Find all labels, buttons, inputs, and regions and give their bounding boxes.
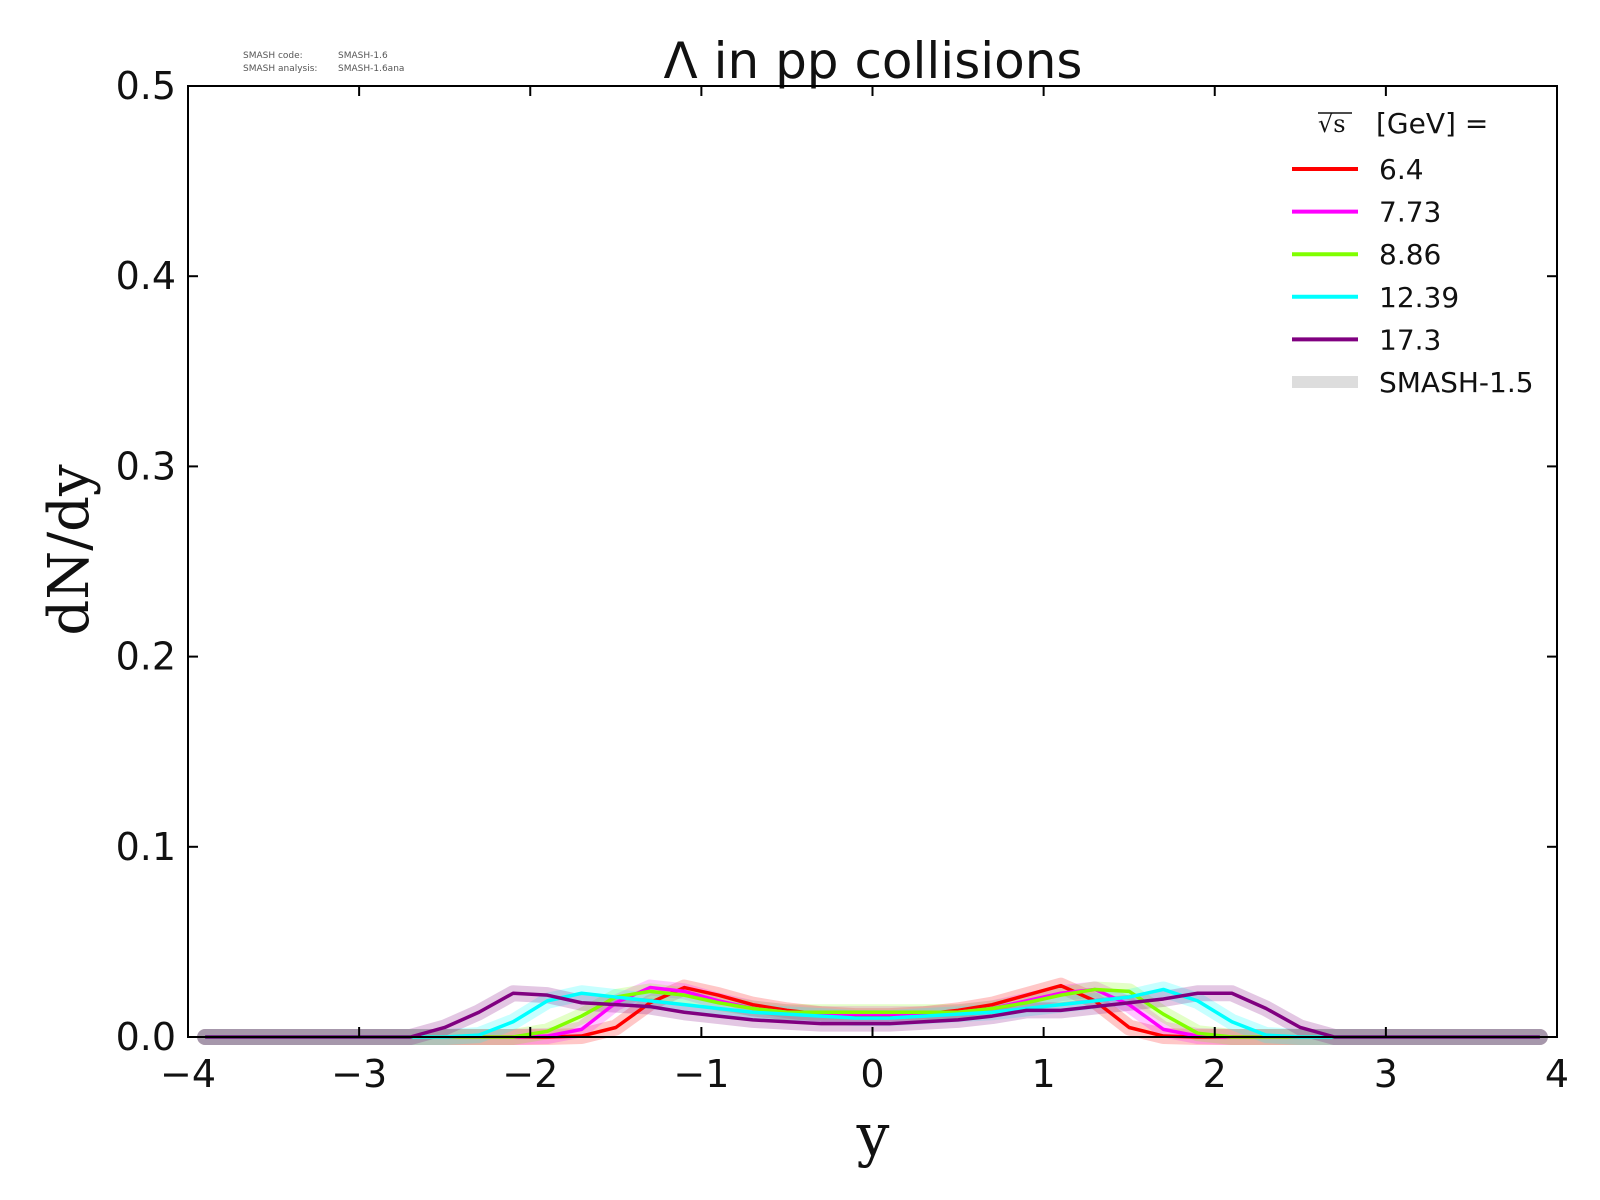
legend-title: [GeV] = bbox=[1376, 107, 1488, 140]
legend-label: 12.39 bbox=[1379, 281, 1459, 314]
x-tick-label: −4 bbox=[160, 1052, 216, 1096]
x-tick-label: 0 bbox=[860, 1052, 884, 1096]
legend-label: 17.3 bbox=[1379, 323, 1441, 356]
y-tick-label: 0.4 bbox=[116, 254, 176, 298]
series-line-17-3 bbox=[205, 991, 1540, 1039]
y-tick-label: 0.0 bbox=[116, 1015, 176, 1059]
y-axis-label: dN/dy bbox=[37, 464, 102, 636]
version-code-label: SMASH code: bbox=[243, 51, 303, 61]
x-tick-label: 3 bbox=[1374, 1052, 1398, 1096]
legend-label: 7.73 bbox=[1379, 196, 1441, 229]
legend: √s [GeV] = 6.4 7.73 8.86 12.39 17.3 SMASH-1.5 bbox=[1292, 107, 1534, 399]
axis-ticks bbox=[187, 85, 1558, 1038]
version-analysis-value: SMASH-1.6ana bbox=[338, 64, 404, 74]
y-tick-label: 0.1 bbox=[116, 825, 176, 869]
legend-label: 6.4 bbox=[1379, 153, 1424, 186]
x-tick-label: 1 bbox=[1032, 1052, 1056, 1096]
y-tick-label: 0.3 bbox=[116, 444, 176, 488]
chart-title: Λ in pp collisions bbox=[664, 32, 1083, 90]
x-tick-label: −3 bbox=[331, 1052, 387, 1096]
x-tick-labels: −4 −3 −2 −1 0 1 2 3 4 bbox=[160, 1052, 1569, 1096]
x-tick-label: 4 bbox=[1545, 1052, 1569, 1096]
y-tick-label: 0.2 bbox=[116, 635, 176, 679]
version-note: SMASH code: SMASH-1.6 SMASH analysis: SM… bbox=[243, 51, 404, 74]
y-tick-label: 0.5 bbox=[116, 64, 176, 108]
plot-frame bbox=[187, 85, 1558, 1038]
version-analysis-label: SMASH analysis: bbox=[243, 64, 317, 74]
x-axis-label: y bbox=[856, 1101, 890, 1169]
version-code-value: SMASH-1.6 bbox=[338, 51, 388, 61]
x-tick-label: −1 bbox=[673, 1052, 729, 1096]
legend-label: 8.86 bbox=[1379, 238, 1441, 271]
x-tick-label: −2 bbox=[502, 1052, 558, 1096]
legend-label: SMASH-1.5 bbox=[1379, 366, 1534, 399]
legend-title-sqrt: √s bbox=[1318, 110, 1346, 138]
x-tick-label: 2 bbox=[1203, 1052, 1227, 1096]
y-tick-labels: 0.0 0.1 0.2 0.3 0.4 0.5 bbox=[116, 64, 176, 1059]
